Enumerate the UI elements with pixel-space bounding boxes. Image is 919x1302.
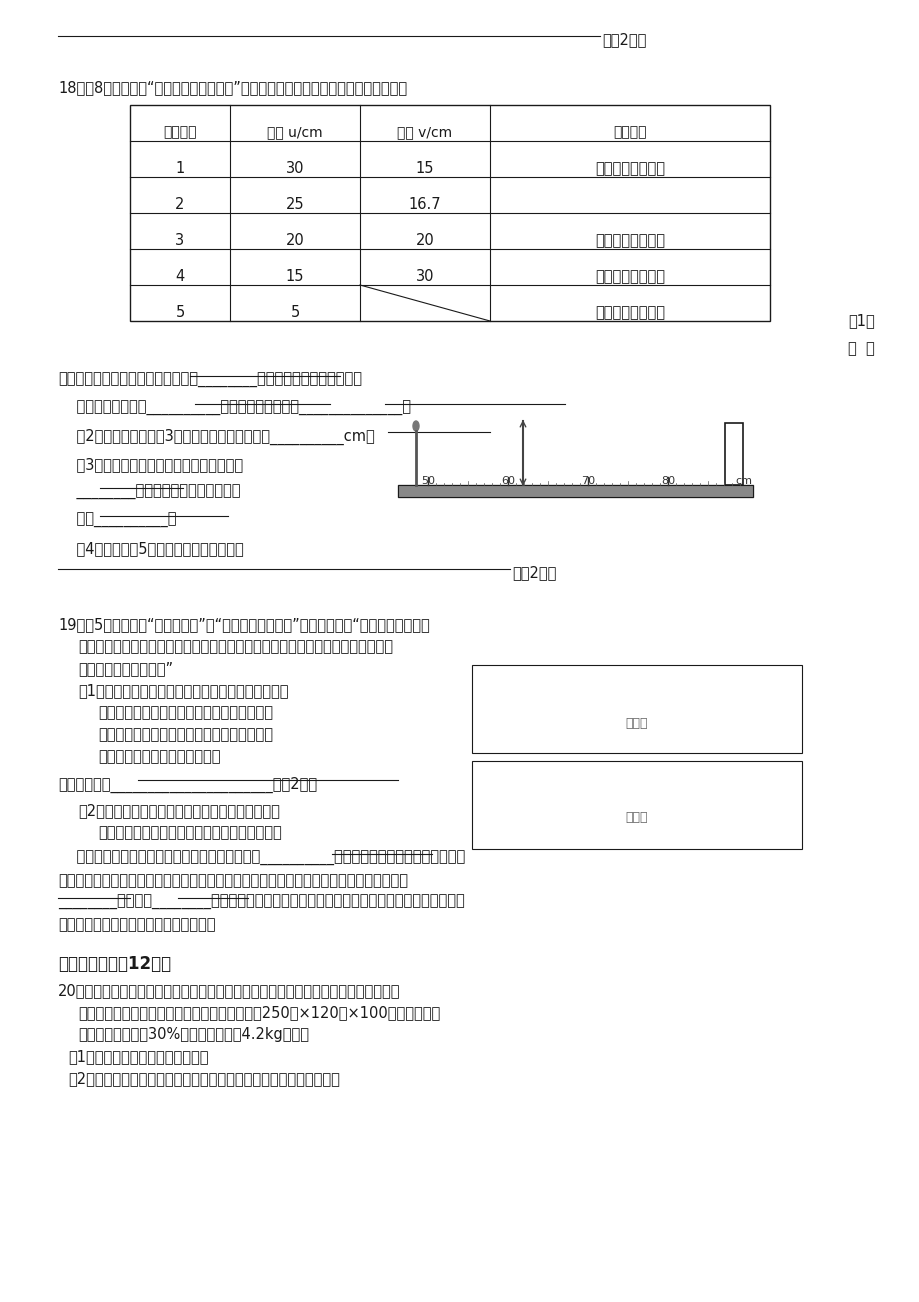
- Bar: [398, 486, 752, 497]
- Text: 方向，则它们之间作用力的方向也会发生改变。: 方向，则它们之间作用力的方向也会发生改变。: [98, 825, 281, 840]
- Text: 80: 80: [660, 477, 675, 486]
- Text: 用是__________；: 用是__________；: [58, 513, 176, 529]
- Text: （3）如右图所示，其成像特点与实验序号: （3）如右图所示，其成像特点与实验序号: [58, 457, 243, 473]
- Text: 3: 3: [176, 233, 185, 247]
- Text: 化了，它受到的磁场力的方向就会改变。: 化了，它受到的磁场力的方向就会改变。: [58, 917, 215, 932]
- Text: （1）该空心砖的平均密度为多大？: （1）该空心砖的平均密度为多大？: [68, 1049, 209, 1064]
- Text: 5: 5: [290, 305, 300, 320]
- Text: ；（2分）: ；（2分）: [512, 565, 556, 579]
- Text: 。（2分）: 。（2分）: [601, 33, 646, 47]
- Text: 正立、放大的虚像: 正立、放大的虚像: [595, 305, 664, 320]
- Text: 像的性质: 像的性质: [613, 125, 646, 139]
- Text: 实  验: 实 验: [847, 341, 874, 355]
- Text: 5: 5: [176, 305, 185, 320]
- Text: 19、（5分）在复习“电流的磁场”和“磁场对电流的作用”时，小刚想：“既然通电导体周围: 19、（5分）在复习“电流的磁场”和“磁场对电流的作用”时，小刚想：“既然通电导…: [58, 617, 429, 631]
- Text: 倒立、缩小的实像: 倒立、缩小的实像: [595, 161, 664, 176]
- Text: 16.7: 16.7: [408, 197, 441, 212]
- Text: 20: 20: [415, 233, 434, 247]
- Text: 物距 u/cm: 物距 u/cm: [267, 125, 323, 139]
- Text: 他们找到了两根柔软的导线，相距较近地并排: 他们找到了两根柔软的导线，相距较近地并排: [98, 704, 273, 720]
- Text: 30: 30: [286, 161, 304, 176]
- Text: 倒立、等大的实像: 倒立、等大的实像: [595, 233, 664, 247]
- Text: 4: 4: [176, 270, 185, 284]
- Text: 存在磁场，磁场又会对通电导体产生力的作用，那么相互靠近的两个通电导体间是: 存在磁场，磁场又会对通电导体产生力的作用，那么相互靠近的两个通电导体间是: [78, 639, 392, 654]
- Text: （4）实验序号5中没有记录像距是因为：: （4）实验序号5中没有记录像距是因为：: [58, 542, 244, 556]
- Text: 外观总体积的比例。现某砖厂生产的一种规格为250㎎×120㎎×100㎎的长方形空: 外观总体积的比例。现某砖厂生产的一种规格为250㎎×120㎎×100㎎的长方形空: [78, 1005, 440, 1019]
- Text: 倒立、放大的实像: 倒立、放大的实像: [595, 270, 664, 284]
- Text: 50: 50: [421, 477, 435, 486]
- Text: 20: 20: [285, 233, 304, 247]
- Bar: [471, 760, 801, 849]
- Text: 小强这样想的理由是：电流产生的磁场方向是由__________的方向决定的，当一个通电导体中: 小强这样想的理由是：电流产生的磁场方向是由__________的方向决定的，当一…: [58, 852, 465, 866]
- Text: （2）小强认为，如果改变其中一个通电导体的电流: （2）小强认为，如果改变其中一个通电导体的电流: [78, 803, 279, 818]
- Text: 2: 2: [176, 197, 185, 212]
- Bar: [130, 105, 769, 322]
- Text: （甲）: （甲）: [625, 717, 648, 730]
- Text: ________的方向和________的方向有关，另一个通电导体中电流的方向不变，但磁场的方向变: ________的方向和________的方向有关，另一个通电导体中电流的方向不…: [58, 894, 464, 910]
- Text: 30: 30: [415, 270, 434, 284]
- Text: 1: 1: [176, 161, 185, 176]
- Text: 电流的方向改变时，它产生的磁场方向也会发生改变；而磁场对通电导体的作用力的方向与: 电流的方向改变时，它产生的磁场方向也会发生改变；而磁场对通电导体的作用力的方向与: [58, 874, 407, 888]
- Text: 该实验表明：______________________。（2分）: 该实验表明：______________________。（2分）: [58, 777, 317, 793]
- Text: 心砖，其孔洞率为30%，每块砖质量为4.2kg，求：: 心砖，其孔洞率为30%，每块砖质量为4.2kg，求：: [78, 1027, 309, 1042]
- Text: 五、计算题（全12分）: 五、计算题（全12分）: [58, 954, 171, 973]
- Text: 60: 60: [501, 477, 515, 486]
- Text: （2）由上表实验序号3可知：该透镜的焦距为：__________cm；: （2）由上表实验序号3可知：该透镜的焦距为：__________cm；: [58, 428, 374, 445]
- Text: 否会产生力的作用呢？”: 否会产生力的作用呢？”: [78, 661, 173, 676]
- Bar: [724, 423, 743, 486]
- Text: cm: cm: [734, 477, 751, 486]
- Text: （1）于是，他和小强商议通过实验来研究这一问题。: （1）于是，他和小强商议通过实验来研究这一问题。: [78, 684, 289, 698]
- Ellipse shape: [413, 421, 418, 431]
- Text: ________相同；其在生活中的主要应: ________相同；其在生活中的主要应: [58, 486, 240, 500]
- Text: 固定在接线板上，实验电路如图甲所示。通过: 固定在接线板上，实验电路如图甲所示。通过: [98, 727, 273, 742]
- Text: 70: 70: [580, 477, 595, 486]
- Text: 18、（8分）小明在“探究凸透镜成像规律”的实验中，通过观察测量获得下表相关信息: 18、（8分）小明在“探究凸透镜成像规律”的实验中，通过观察测量获得下表相关信息: [58, 79, 407, 95]
- Text: 时，先将蜡烛、透镜和光屏依次放在________上，并使烛炎、透镜和光屏: 时，先将蜡烛、透镜和光屏依次放在________上，并使烛炎、透镜和光屏: [58, 372, 361, 388]
- Text: （乙）: （乙）: [625, 811, 648, 824]
- Text: 15: 15: [286, 270, 304, 284]
- Bar: [471, 665, 801, 753]
- Text: 实验观察到的现象如图乙所示。: 实验观察到的现象如图乙所示。: [98, 749, 221, 764]
- Text: 三者的中心大致在__________，其目的是使像成在______________；: 三者的中心大致在__________，其目的是使像成在_____________…: [58, 401, 411, 417]
- Text: （1）: （1）: [847, 312, 874, 328]
- Text: 实验序号: 实验序号: [163, 125, 197, 139]
- Text: 像距 v/cm: 像距 v/cm: [397, 125, 452, 139]
- Text: （2）生产同种规格的一块空心砖要比一块实心砖节省多少千克材料？: （2）生产同种规格的一块空心砖要比一块实心砖节省多少千克材料？: [68, 1072, 339, 1086]
- Text: 25: 25: [286, 197, 304, 212]
- Text: 20、现在，许多建筑的墙壁都用空心砖来砂。人们常用孔洞率来表示砖的空心体积占其: 20、现在，许多建筑的墙壁都用空心砖来砂。人们常用孔洞率来表示砖的空心体积占其: [58, 983, 400, 999]
- Text: 15: 15: [415, 161, 434, 176]
